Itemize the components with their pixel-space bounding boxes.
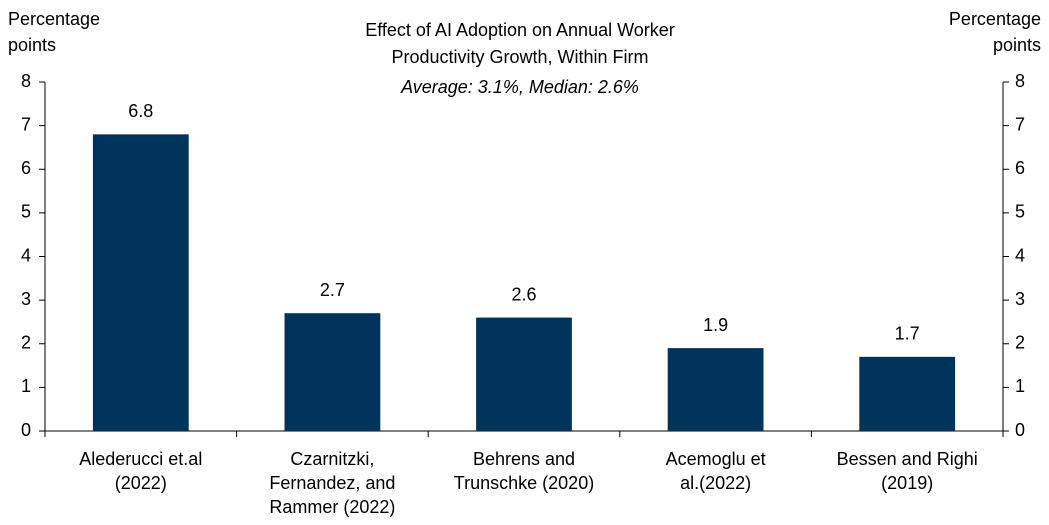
- x-tick-label: Behrens and: [473, 449, 575, 469]
- x-tick-label: Bessen and Righi: [837, 449, 978, 469]
- bar: [284, 313, 381, 431]
- x-tick-label: Rammer (2022): [269, 497, 395, 517]
- y-tick-label: 8: [21, 71, 31, 91]
- y-tick-label: 3: [21, 289, 31, 309]
- y2-tick-label: 0: [1015, 420, 1025, 440]
- y2-tick-label: 7: [1015, 114, 1025, 134]
- y2-tick-label: 4: [1015, 245, 1025, 265]
- value-label: 2.6: [511, 284, 536, 304]
- value-label: 2.7: [320, 280, 345, 300]
- y2-tick-label: 2: [1015, 333, 1025, 353]
- x-tick-label: Trunschke (2020): [454, 473, 594, 493]
- y-tick-label: 7: [21, 114, 31, 134]
- y2-tick-label: 3: [1015, 289, 1025, 309]
- x-tick-label: al.(2022): [680, 473, 751, 493]
- y-tick-label: 2: [21, 333, 31, 353]
- x-tick-label: (2022): [115, 473, 167, 493]
- y2-axis-label: Percentage: [949, 9, 1041, 29]
- bar: [859, 356, 956, 431]
- y-axis-label: points: [8, 35, 56, 55]
- bar: [667, 348, 764, 431]
- x-tick-label: (2019): [881, 473, 933, 493]
- y2-tick-label: 6: [1015, 158, 1025, 178]
- bar: [476, 317, 572, 431]
- x-tick-label: Alederucci et.al: [79, 449, 202, 469]
- chart-title: Effect of AI Adoption on Annual Worker: [365, 20, 675, 40]
- y-axis-label: Percentage: [8, 9, 100, 29]
- chart-title: Productivity Growth, Within Firm: [391, 47, 648, 67]
- value-label: 1.7: [895, 324, 920, 344]
- y2-axis-label: points: [993, 35, 1041, 55]
- x-tick-label: Czarnitzki,: [290, 449, 374, 469]
- value-label: 1.9: [703, 315, 728, 335]
- y2-tick-label: 1: [1015, 376, 1025, 396]
- y-tick-label: 4: [21, 245, 31, 265]
- y2-tick-label: 8: [1015, 71, 1025, 91]
- y-tick-label: 0: [21, 420, 31, 440]
- bar: [92, 134, 189, 431]
- y2-tick-label: 5: [1015, 202, 1025, 222]
- y-tick-label: 1: [21, 376, 31, 396]
- value-label: 6.8: [128, 101, 153, 121]
- x-tick-label: Fernandez, and: [269, 473, 395, 493]
- chart-subtitle: Average: 3.1%, Median: 2.6%: [400, 77, 639, 97]
- y-tick-label: 5: [21, 202, 31, 222]
- y-tick-label: 6: [21, 158, 31, 178]
- x-tick-label: Acemoglu et: [666, 449, 766, 469]
